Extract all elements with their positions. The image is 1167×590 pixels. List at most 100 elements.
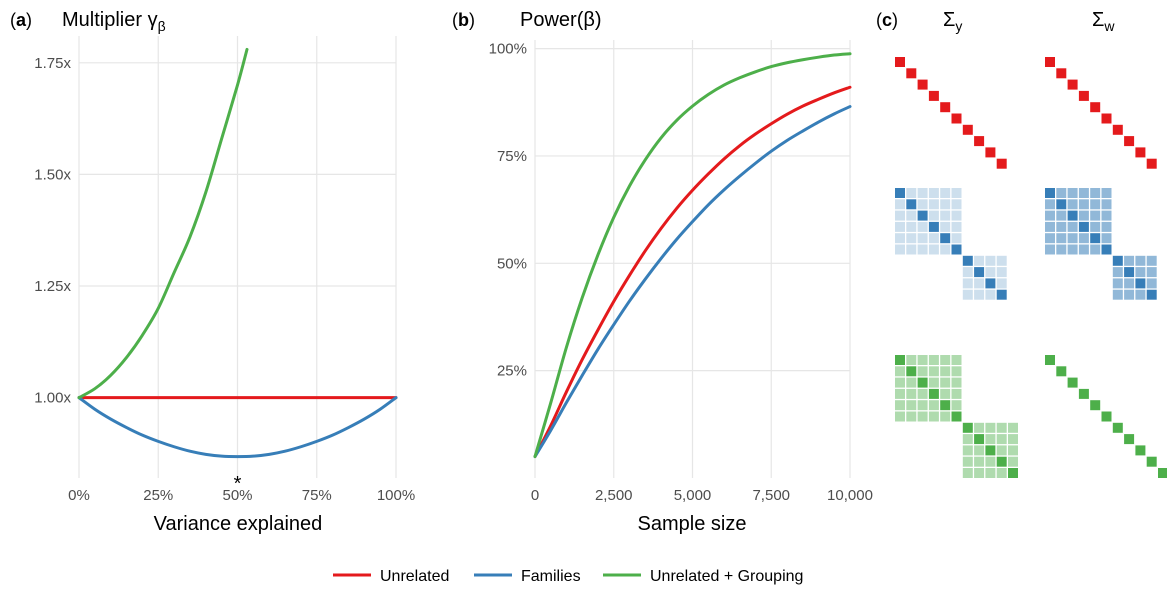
matrix-diagonal-cell [1135, 278, 1146, 289]
panel-a-tick-labels: 0% 25% 50% 75% 100% 1.00x 1.25x 1.50x 1.75x [34, 55, 415, 504]
matrix-offdiagonal-cell [1008, 422, 1018, 433]
matrix-offdiagonal-cell [895, 377, 905, 388]
matrix-offdiagonal-cell [906, 411, 917, 422]
matrix-offdiagonal-cell [1056, 210, 1067, 221]
panel-c: (c) Σy Σw [876, 9, 1167, 478]
matrix-offdiagonal-cell [962, 434, 973, 445]
matrix-offdiagonal-cell [906, 233, 917, 244]
matrix-diagonal-cell [906, 68, 917, 79]
matrix-offdiagonal-cell [906, 400, 917, 411]
panel-a-xlabel: Variance explained [154, 513, 323, 535]
y-tick-label: 50% [497, 255, 527, 272]
matrix-offdiagonal-cell [906, 244, 917, 255]
matrix-diagonal-cell [1045, 355, 1055, 365]
matrix-diagonal-cell [985, 147, 996, 158]
matrix-offdiagonal-cell [1045, 221, 1055, 232]
matrix-offdiagonal-cell [1078, 244, 1089, 255]
matrix-diagonal-cell [940, 102, 951, 113]
matrix-diagonal-cell [1067, 79, 1078, 90]
matrix-diagonal-cell [895, 355, 905, 365]
matrix-offdiagonal-cell [928, 199, 939, 210]
matrix-offdiagonal-cell [928, 400, 939, 411]
matrix-diagonal-cell [1056, 199, 1067, 210]
matrix-diagonal-cell [951, 113, 962, 124]
matrix-offdiagonal-cell [917, 221, 928, 232]
matrix-diagonal-cell [996, 456, 1007, 467]
x-tick-label: 0% [68, 487, 90, 504]
series-unrelated-grouping [533, 52, 852, 459]
matrix-diagonal-cell [1090, 102, 1101, 113]
matrix-diagonal-cell [940, 400, 951, 411]
panel-c-letter: (c) [876, 10, 898, 30]
matrix-offdiagonal-cell [906, 210, 917, 221]
matrix-offdiagonal-cell [1112, 267, 1123, 278]
matrix-offdiagonal-cell [1124, 278, 1135, 289]
matrix-offdiagonal-cell [951, 221, 962, 232]
matrix-offdiagonal-cell [940, 244, 951, 255]
matrix-offdiagonal-cell [974, 422, 985, 433]
matrix-diagonal-cell [962, 422, 973, 433]
matrix-offdiagonal-cell [1112, 278, 1123, 289]
matrix-offdiagonal-cell [1101, 233, 1112, 244]
matrix-diagonal-cell [895, 57, 905, 67]
matrix-offdiagonal-cell [895, 388, 905, 399]
matrix-offdiagonal-cell [940, 388, 951, 399]
matrix-offdiagonal-cell [940, 377, 951, 388]
matrix-offdiagonal-cell [917, 411, 928, 422]
matrix-offdiagonal-cell [951, 366, 962, 377]
x-tick-label: 0 [531, 487, 539, 504]
matrix-offdiagonal-cell [906, 188, 917, 198]
matrix-offdiagonal-cell [906, 355, 917, 365]
matrix-offdiagonal-cell [1078, 188, 1089, 198]
matrix-offdiagonal-cell [1056, 244, 1067, 255]
matrix-offdiagonal-cell [906, 377, 917, 388]
matrix-offdiagonal-cell [895, 210, 905, 221]
matrix-offdiagonal-cell [1045, 244, 1055, 255]
panel-a-annotation: * [234, 473, 242, 495]
matrix-offdiagonal-cell [962, 267, 973, 278]
matrix-diagonal-cell [962, 255, 973, 266]
panel-a: (a) Multiplier γβ 0% 25% 50% 75% 100% 1.00x 1.… [10, 9, 415, 535]
matrix-offdiagonal-cell [906, 221, 917, 232]
panel-a-title: Multiplier γβ [62, 9, 166, 34]
matrix-offdiagonal-cell [1008, 434, 1018, 445]
matrix-offdiagonal-cell [996, 255, 1007, 266]
matrix-diagonal-cell [928, 388, 939, 399]
matrix-diagonal-cell [1124, 136, 1135, 147]
matrix-diagonal-cell [1067, 210, 1078, 221]
matrix-offdiagonal-cell [1067, 199, 1078, 210]
matrix-offdiagonal-cell [1078, 210, 1089, 221]
series-unrelated [533, 85, 852, 459]
matrix-diagonal-cell [1112, 124, 1123, 135]
matrix-offdiagonal-cell [951, 233, 962, 244]
matrix-offdiagonal-cell [895, 366, 905, 377]
matrix-offdiagonal-cell [917, 366, 928, 377]
x-tick-label: 25% [143, 487, 173, 504]
matrix-offdiagonal-cell [962, 278, 973, 289]
matrix-offdiagonal-cell [895, 199, 905, 210]
matrix-offdiagonal-cell [928, 377, 939, 388]
matrix-offdiagonal-cell [917, 355, 928, 365]
matrix-diagonal-cell [1146, 289, 1157, 300]
matrix-offdiagonal-cell [985, 468, 996, 478]
panel-b-tick-labels: 0 2,500 5,000 7,500 10,000 25% 50% 75% 100% [489, 41, 873, 504]
matrix-offdiagonal-cell [917, 188, 928, 198]
matrix-offdiagonal-cell [1090, 244, 1101, 255]
matrix-diagonal-cell [951, 244, 962, 255]
matrix-diagonal-cell [1090, 233, 1101, 244]
matrix-diagonal-cell [1101, 244, 1112, 255]
matrix-offdiagonal-cell [917, 199, 928, 210]
x-tick-label: 2,500 [595, 487, 633, 504]
matrix-offdiagonal-cell [1101, 199, 1112, 210]
matrix-offdiagonal-cell [940, 366, 951, 377]
matrix-offdiagonal-cell [1067, 188, 1078, 198]
matrix-diagonal-cell [1090, 400, 1101, 411]
matrix-offdiagonal-cell [940, 188, 951, 198]
matrix-offdiagonal-cell [974, 456, 985, 467]
matrix-offdiagonal-cell [996, 278, 1007, 289]
matrix-diagonal-cell [1045, 188, 1055, 198]
matrix-offdiagonal-cell [962, 468, 973, 478]
matrix-offdiagonal-cell [1067, 233, 1078, 244]
matrix-diagonal-cell [974, 434, 985, 445]
matrix-offdiagonal-cell [917, 388, 928, 399]
